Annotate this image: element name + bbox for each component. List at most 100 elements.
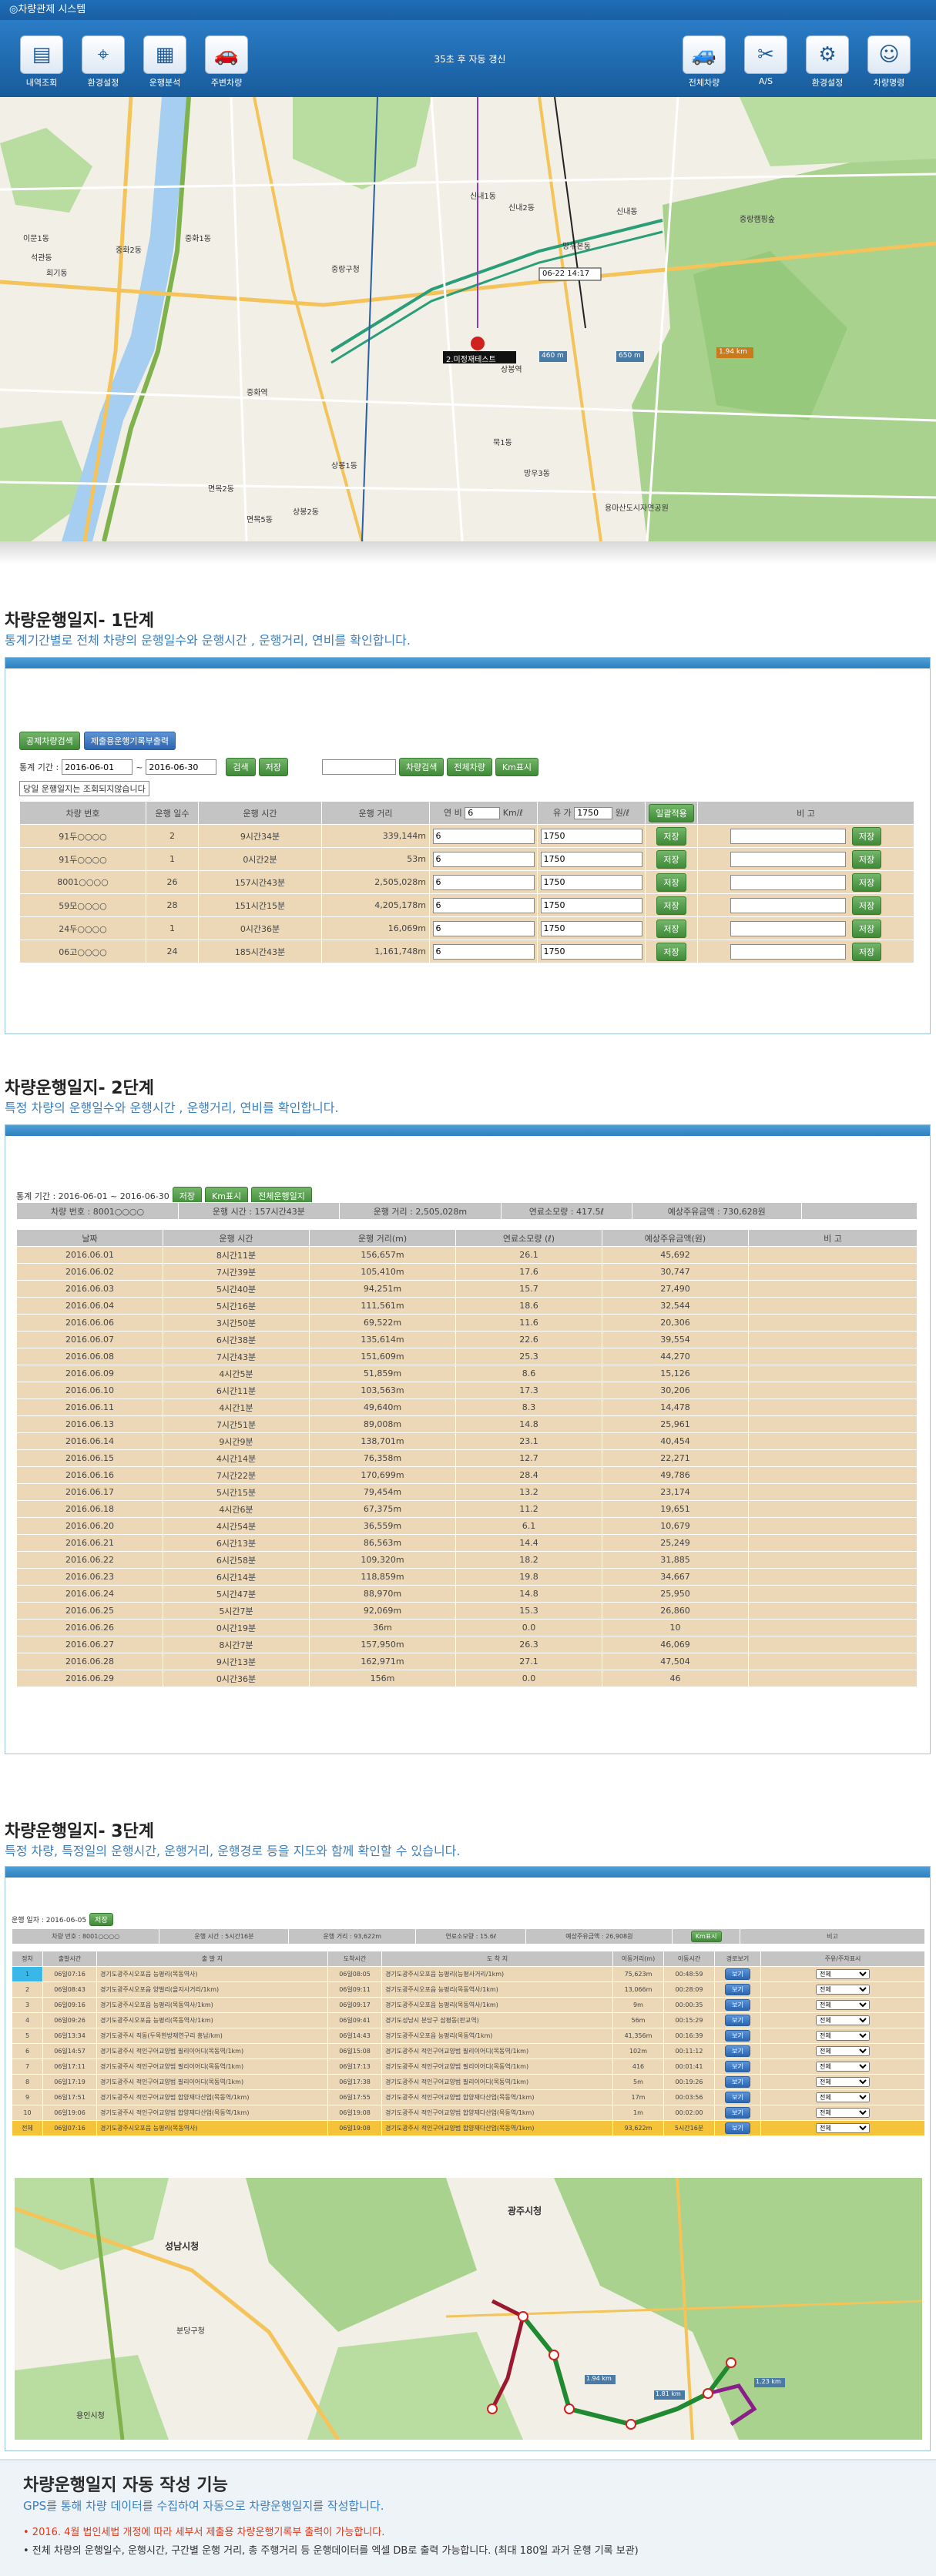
remark-input[interactable] bbox=[730, 852, 846, 867]
row-save-button[interactable]: 저장 bbox=[656, 942, 686, 961]
table-input[interactable] bbox=[432, 851, 535, 867]
table-row[interactable]: 전체 06일07:16 경기도광주시오포읍 능평리(목동역사) 06일19:08 경기도… bbox=[12, 2120, 925, 2136]
table-row[interactable]: 2016.06.26 0시간19분 36m 0.0 10 bbox=[16, 1619, 918, 1636]
row-save-button[interactable]: 저장 bbox=[656, 896, 686, 915]
remark-input[interactable] bbox=[730, 921, 846, 936]
remark-save-button[interactable]: 저장 bbox=[851, 826, 882, 846]
as-button[interactable]: ✂ A/S bbox=[741, 35, 790, 86]
table-row[interactable]: 2 06일08:43 경기도광주시오포읍 양벌리(을지사거리/1km) 06일09:1… bbox=[12, 1981, 925, 1998]
table-row[interactable]: 2016.06.01 8시간11분 156,657m 26.1 45,692 bbox=[16, 1246, 918, 1264]
route-view-button[interactable]: 보기 bbox=[725, 2107, 750, 2119]
history-button[interactable]: ▤ 내역조회 bbox=[17, 35, 66, 88]
bulk-eff-input[interactable] bbox=[465, 806, 501, 819]
km-display-button[interactable]: Km표시 bbox=[495, 758, 539, 776]
remark-save-button[interactable]: 저장 bbox=[851, 942, 882, 961]
vehicle-name-label[interactable]: 2.미정재테스트 bbox=[446, 356, 496, 364]
remark-save-button[interactable]: 저장 bbox=[851, 919, 882, 938]
vehicle-map[interactable]: 중화2동 중랑구청 상봉1동 상봉2동 면목5동 면목2동 묵1동 신내1동 신… bbox=[0, 97, 936, 541]
remark-input[interactable] bbox=[730, 875, 846, 890]
table-input[interactable] bbox=[432, 920, 535, 936]
table-input[interactable] bbox=[540, 874, 642, 890]
table-row[interactable]: 2016.06.17 5시간15분 79,454m 13.2 23,174 bbox=[16, 1483, 918, 1501]
marker-select[interactable]: 전체 bbox=[816, 2092, 870, 2102]
bulk-apply-button[interactable]: 일괄적용 bbox=[649, 803, 694, 822]
table-row[interactable]: 2016.06.14 9시간9분 138,701m 23.1 40,454 bbox=[16, 1432, 918, 1450]
route-view-button[interactable]: 보기 bbox=[725, 1999, 750, 2011]
row-save-button[interactable]: 저장 bbox=[656, 849, 686, 869]
table-input[interactable] bbox=[432, 828, 535, 844]
table-row[interactable]: 2016.06.22 6시간58분 109,320m 18.2 31,885 bbox=[16, 1551, 918, 1569]
table-row[interactable]: 9 06일17:51 경기도광주시 적인구어교양범 합양재다산업(목동역/1km) 0… bbox=[12, 2089, 925, 2105]
table-row[interactable]: 2016.06.20 4시간54분 36,559m 6.1 10,679 bbox=[16, 1517, 918, 1535]
marker-select[interactable]: 전체 bbox=[816, 1969, 870, 1979]
table-row[interactable]: 7 06일17:11 경기도광주시 적인구어교양범 필리이어디(목동역/1km) 06… bbox=[12, 2058, 925, 2075]
route-view-button[interactable]: 보기 bbox=[725, 2076, 750, 2088]
table-row[interactable]: 2016.06.18 4시간6분 67,375m 11.2 19,651 bbox=[16, 1500, 918, 1518]
table-row[interactable]: 2016.06.21 6시간13분 86,563m 14.4 25,249 bbox=[16, 1534, 918, 1552]
all-vehicles-button[interactable]: 🚙 전체차량 bbox=[679, 35, 729, 88]
table-row[interactable]: 2016.06.02 7시간39분 105,410m 17.6 30,747 bbox=[16, 1263, 918, 1281]
marker-select[interactable]: 전체 bbox=[816, 2123, 870, 2133]
marker-select[interactable]: 전체 bbox=[816, 1985, 870, 1995]
tab-deductible-search[interactable]: 공제차량검색 bbox=[19, 732, 80, 750]
table-row[interactable]: 2016.06.07 6시간38분 135,614m 22.6 39,554 bbox=[16, 1331, 918, 1348]
vehicle-search-input[interactable] bbox=[321, 759, 396, 775]
table-row[interactable]: 2016.06.08 7시간43분 151,609m 25.3 44,270 bbox=[16, 1348, 918, 1365]
remark-save-button[interactable]: 저장 bbox=[851, 873, 882, 892]
table-row[interactable]: 6 06일14:57 경기도광주시 적인구어교양범 필리이어디(목동역/1km) 06… bbox=[12, 2043, 925, 2059]
remark-save-button[interactable]: 저장 bbox=[851, 849, 882, 869]
vehicle-command-button[interactable]: ☺ 차량명령 bbox=[864, 35, 914, 88]
route-view-button[interactable]: 보기 bbox=[725, 2122, 750, 2134]
search-button[interactable]: 검색 bbox=[226, 758, 256, 776]
row-save-button[interactable]: 저장 bbox=[656, 873, 686, 892]
marker-select[interactable]: 전체 bbox=[816, 2108, 870, 2118]
marker-select[interactable]: 전체 bbox=[816, 2000, 870, 2010]
row-save-button[interactable]: 저장 bbox=[656, 919, 686, 938]
table-row[interactable]: 2016.06.25 5시간7분 92,069m 15.3 26,860 bbox=[16, 1602, 918, 1620]
all-vehicle-button[interactable]: 전체차량 bbox=[447, 758, 492, 776]
table-row[interactable]: 2016.06.09 4시간5분 51,859m 8.6 15,126 bbox=[16, 1365, 918, 1382]
table-row[interactable]: 2016.06.11 4시간1분 49,640m 8.3 14,478 bbox=[16, 1399, 918, 1416]
table-input[interactable] bbox=[540, 943, 642, 960]
route-view-button[interactable]: 보기 bbox=[725, 2092, 750, 2103]
km-display-button[interactable]: Km표시 bbox=[690, 1931, 722, 1942]
date-to-input[interactable] bbox=[146, 759, 217, 775]
table-row[interactable]: 2016.06.10 6시간11분 103,563m 17.3 30,206 bbox=[16, 1382, 918, 1399]
table-row[interactable]: 2016.06.04 5시간16분 111,561m 18.6 32,544 bbox=[16, 1297, 918, 1315]
route-view-button[interactable]: 보기 bbox=[725, 1968, 750, 1980]
settings-button[interactable]: ⚙ 환경설정 bbox=[803, 35, 852, 88]
marker-select[interactable]: 전체 bbox=[816, 2031, 870, 2041]
remark-input[interactable] bbox=[730, 829, 846, 844]
vehicle-search-button[interactable]: 차량검색 bbox=[398, 758, 445, 776]
date-from-input[interactable] bbox=[62, 759, 133, 775]
table-row[interactable]: 2016.06.24 5시간47분 88,970m 14.8 25,950 bbox=[16, 1585, 918, 1603]
table-input[interactable] bbox=[540, 851, 642, 867]
table-input[interactable] bbox=[432, 943, 535, 960]
remark-input[interactable] bbox=[730, 944, 846, 960]
env-settings-button[interactable]: ⌖ 환경설정 bbox=[79, 35, 128, 88]
save-button[interactable]: 저장 bbox=[258, 758, 288, 776]
table-input[interactable] bbox=[540, 920, 642, 936]
table-row[interactable]: 2016.06.06 3시간50분 69,522m 11.6 20,306 bbox=[16, 1314, 918, 1332]
table-input[interactable] bbox=[540, 897, 642, 913]
table-row[interactable]: 2016.06.03 5시간40분 94,251m 15.7 27,490 bbox=[16, 1280, 918, 1298]
marker-select[interactable]: 전체 bbox=[816, 2077, 870, 2087]
table-row[interactable]: 4 06일09:26 경기도광주시오포읍 능평리(목동역사/1km) 06일09:41… bbox=[12, 2012, 925, 2028]
table-row[interactable]: 2016.06.15 4시간14분 76,358m 12.7 22,271 bbox=[16, 1449, 918, 1467]
analysis-button[interactable]: ▦ 운행분석 bbox=[140, 35, 190, 88]
save-button[interactable]: 저장 bbox=[89, 1913, 113, 1926]
table-row[interactable]: 2016.06.16 7시간22분 170,699m 28.4 49,786 bbox=[16, 1466, 918, 1484]
marker-select[interactable]: 전체 bbox=[816, 2015, 870, 2025]
route-map[interactable]: 광주시청 성남시청 용인시청 분당구청 1.94 km 1.81 km 1.23… bbox=[15, 2178, 922, 2440]
table-row[interactable]: 10 06일19:06 경기도광주시 적인구어교양범 합양재다산업(목동역/1km)… bbox=[12, 2105, 925, 2121]
marker-select[interactable]: 전체 bbox=[816, 2062, 870, 2072]
marker-select[interactable]: 전체 bbox=[816, 2046, 870, 2056]
route-view-button[interactable]: 보기 bbox=[725, 2015, 750, 2026]
table-row[interactable]: 2016.06.13 7시간51분 89,008m 14.8 25,961 bbox=[16, 1415, 918, 1433]
route-view-button[interactable]: 보기 bbox=[725, 2030, 750, 2042]
